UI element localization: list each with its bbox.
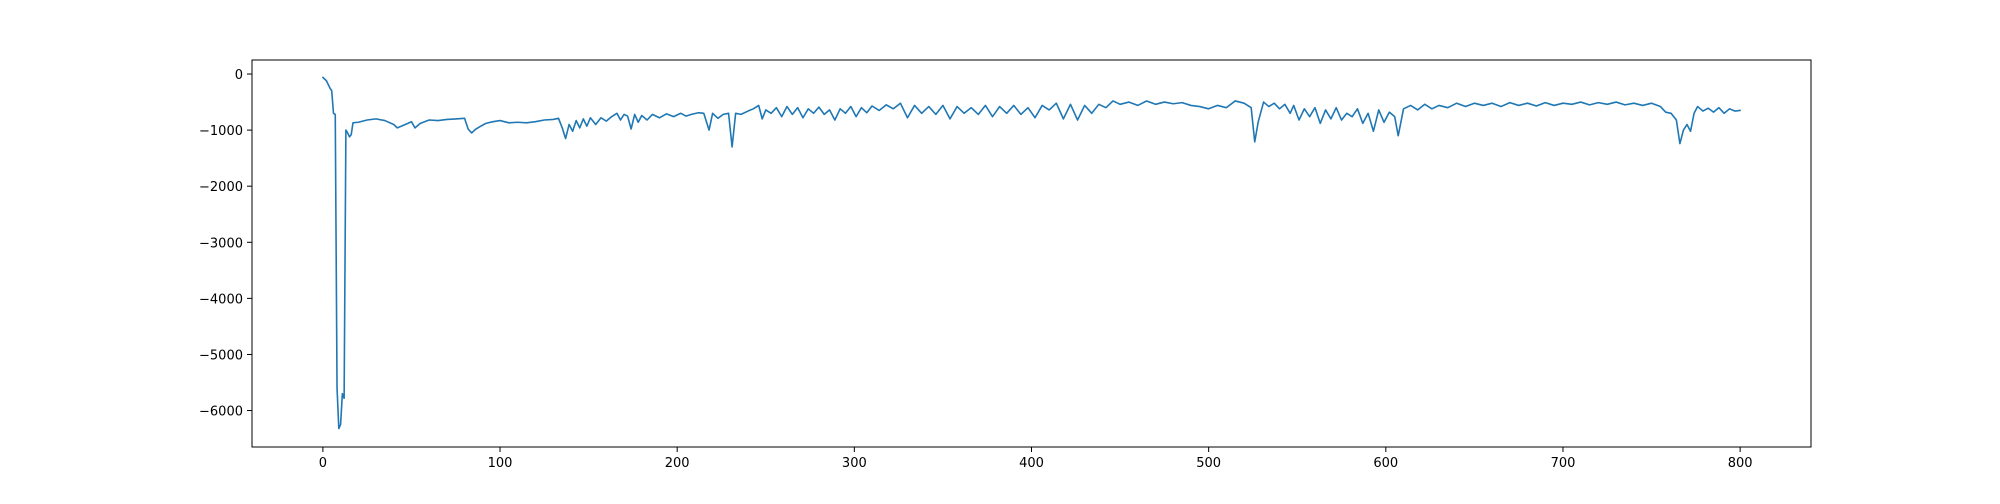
y-tick-label: −5000 [199, 348, 243, 363]
plot-area [251, 59, 1812, 448]
series-line-0 [322, 76, 1741, 430]
y-tick-label: 0 [235, 68, 243, 83]
y-tick-label: −6000 [199, 405, 243, 420]
x-tick-label: 500 [1196, 456, 1221, 471]
x-tick-label: 700 [1551, 456, 1576, 471]
y-axis: 0 −1000 −2000 −3000 −4000 −5000 −6000 [199, 68, 252, 420]
y-tick-label: −1000 [199, 124, 243, 139]
y-tick-label: −3000 [199, 236, 243, 251]
x-tick-label: 800 [1728, 456, 1753, 471]
x-tick-label: 0 [319, 456, 327, 471]
y-tick-label: −4000 [199, 292, 243, 307]
x-tick-label: 200 [665, 456, 690, 471]
x-tick-label: 100 [488, 456, 513, 471]
series-layer [322, 76, 1741, 430]
x-tick-label: 300 [842, 456, 867, 471]
y-tick-label: −2000 [199, 180, 243, 195]
x-tick-label: 600 [1373, 456, 1398, 471]
x-axis: 0 100 200 300 400 500 600 700 800 [319, 447, 1753, 471]
x-tick-label: 400 [1019, 456, 1044, 471]
